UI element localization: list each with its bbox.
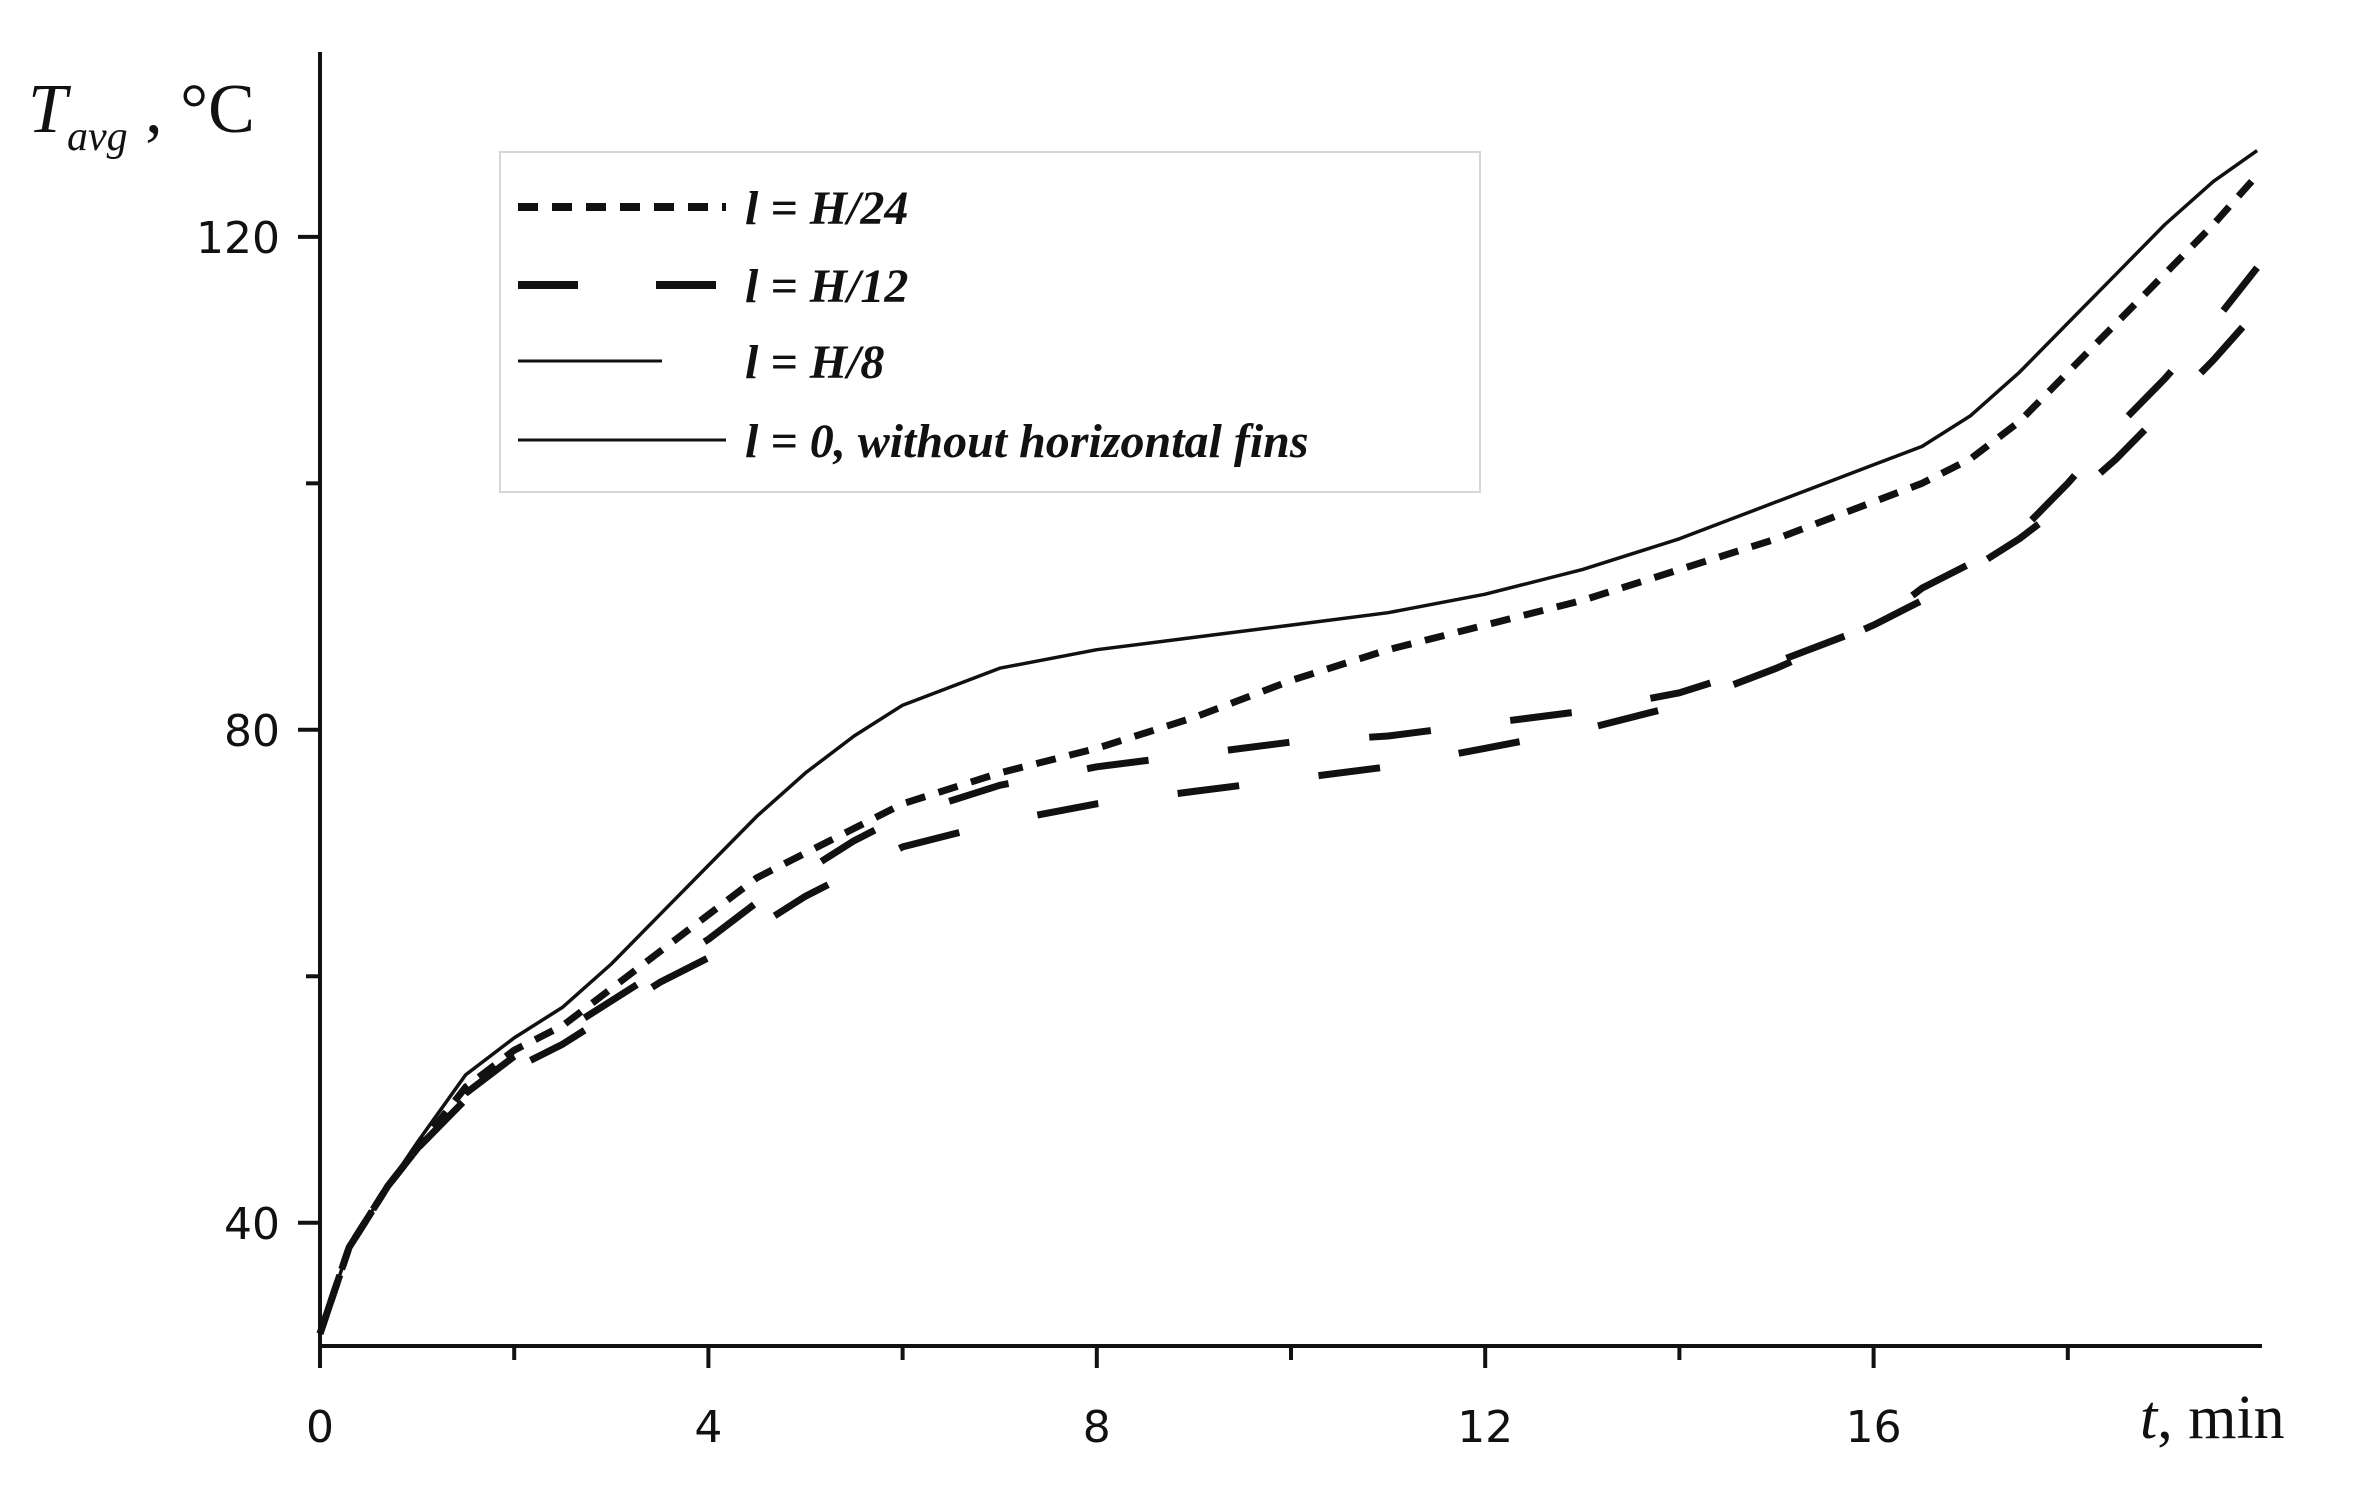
x-tick-label-16: 16 [1846,1402,1902,1453]
series-group [316,149,2260,1335]
x-tick-label-0: 0 [306,1402,334,1453]
y-axis-title: Tavg , °C [28,71,255,160]
tick-labels: 0 4 8 12 16 40 80 120 [196,213,1902,1453]
series-line-0 [316,172,2260,1335]
x-tick-label-4: 4 [694,1402,722,1453]
legend: l = H/24 l = H/12 l = H/8 l = 0, without… [499,151,1481,493]
x-axis-title: t, min [2140,1384,2285,1452]
y-axis-title-sub: avg [67,114,128,160]
legend-label-0: l = H/24 [745,182,908,235]
legend-label-2: l = H/8 [745,336,884,389]
legend-label-3: l = 0, without horizontal fins [745,415,1309,468]
y-axis-title-var: T [28,71,72,148]
y-tick-label-120: 120 [196,213,280,264]
x-axis-title-var: t [2140,1384,2159,1452]
y-tick-label-40: 40 [224,1199,280,1250]
x-tick-label-12: 12 [1457,1402,1513,1453]
series-line-2 [316,308,2260,1335]
x-axis-title-unit: , min [2157,1384,2284,1452]
series-line-3 [318,149,2259,1335]
legend-label-1: l = H/12 [745,260,908,313]
series-line-1 [316,265,2260,1335]
x-tick-label-8: 8 [1083,1402,1111,1453]
y-tick-label-80: 80 [224,706,280,757]
y-axis-title-unit: , °C [128,71,255,148]
axis-ticks [298,234,2070,1368]
